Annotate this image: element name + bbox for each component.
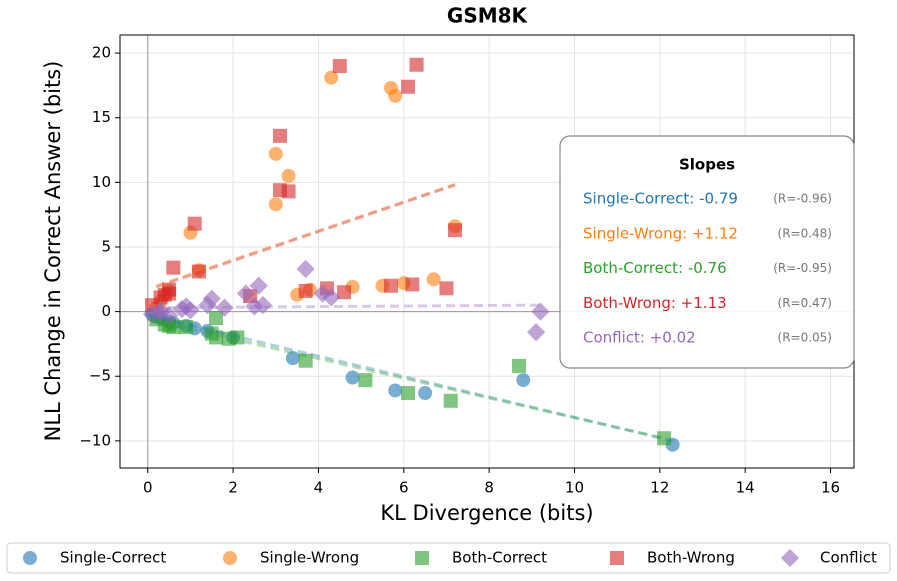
point	[332, 59, 347, 74]
point	[281, 168, 296, 183]
legend-label: Single-Wrong	[260, 549, 359, 567]
point	[296, 259, 315, 279]
point	[383, 278, 398, 293]
point	[179, 320, 194, 335]
legend-label: Both-Correct	[452, 549, 547, 567]
trend-line	[155, 183, 456, 289]
slope-text: Single-Correct: -0.79	[583, 190, 738, 208]
slope-r: (R=0.05)	[778, 331, 832, 345]
point	[512, 358, 527, 373]
point	[401, 386, 416, 401]
point	[253, 296, 273, 315]
point	[409, 57, 424, 72]
point	[281, 184, 296, 199]
point	[426, 272, 441, 287]
point	[245, 297, 264, 316]
x-tick-label: 4	[314, 479, 324, 497]
slope-r: (R=0.48)	[778, 226, 832, 240]
slope-text: Single-Wrong: +1.12	[583, 224, 738, 242]
trend-line	[155, 182, 456, 288]
legend-marker	[23, 551, 37, 565]
point	[531, 302, 550, 321]
point	[298, 353, 313, 368]
point	[388, 383, 403, 398]
slope-r: (R=0.47)	[778, 296, 832, 310]
slope-text: Both-Wrong: +1.13	[583, 294, 727, 312]
point	[285, 351, 300, 366]
y-tick-label: 20	[92, 44, 111, 62]
point	[358, 373, 373, 388]
slope-text: Conflict: +0.02	[583, 329, 696, 347]
x-tick-label: 0	[143, 479, 153, 497]
point	[166, 260, 181, 275]
point	[249, 276, 268, 295]
point	[151, 301, 170, 320]
x-tick-label: 6	[399, 479, 409, 497]
legend-label: Single-Correct	[60, 549, 166, 567]
point	[447, 223, 462, 238]
slopes-box	[559, 135, 855, 369]
y-tick-label: 0	[101, 302, 111, 320]
y-tick-label: −5	[89, 367, 111, 385]
point	[273, 128, 288, 143]
point	[236, 284, 255, 303]
point	[230, 330, 245, 345]
x-tick-label: 2	[228, 479, 238, 497]
y-tick-label: −10	[79, 431, 111, 449]
point	[181, 301, 200, 320]
x-tick-label: 12	[650, 479, 669, 497]
point	[191, 264, 206, 279]
point	[162, 286, 177, 301]
legend-label: Conflict	[820, 549, 877, 567]
legend-marker	[223, 551, 237, 565]
legend-marker	[780, 548, 800, 568]
point	[443, 393, 458, 408]
point	[298, 283, 313, 298]
x-tick-label: 16	[821, 479, 840, 497]
y-axis-label: NLL Change in Correct Answer (bits)	[41, 61, 65, 442]
point	[418, 386, 433, 401]
legend-box	[6, 542, 891, 574]
trend-line	[147, 313, 673, 443]
point	[322, 288, 341, 307]
chart-title: GSM8K	[447, 4, 529, 28]
point	[187, 216, 202, 231]
slope-r: (R=-0.96)	[773, 192, 832, 206]
point	[324, 70, 339, 85]
x-tick-label: 14	[736, 479, 755, 497]
x-tick-label: 10	[565, 479, 584, 497]
point	[159, 306, 179, 325]
trend-line	[151, 303, 541, 310]
legend-marker	[415, 551, 429, 565]
point	[439, 281, 454, 296]
point	[526, 323, 546, 342]
point	[657, 431, 672, 446]
point	[337, 285, 352, 300]
point	[209, 311, 224, 326]
point	[268, 146, 283, 161]
legend-label: Both-Wrong	[647, 549, 735, 567]
point	[388, 88, 403, 103]
point	[268, 197, 283, 212]
point	[405, 277, 420, 292]
y-tick-label: 5	[101, 237, 111, 255]
x-tick-label: 8	[484, 479, 494, 497]
point	[209, 330, 224, 345]
point	[401, 79, 416, 94]
slope-text: Both-Correct: -0.76	[583, 259, 727, 277]
point	[215, 298, 234, 317]
point	[202, 289, 221, 308]
y-tick-label: 10	[92, 173, 111, 191]
slopes-title: Slopes	[679, 156, 735, 174]
y-tick-label: 15	[92, 108, 111, 126]
legend-marker	[610, 551, 624, 565]
point	[345, 370, 360, 385]
point	[516, 373, 531, 388]
x-axis-label: KL Divergence (bits)	[380, 501, 593, 525]
trend-line	[147, 317, 665, 440]
slope-r: (R=-0.95)	[773, 261, 832, 275]
